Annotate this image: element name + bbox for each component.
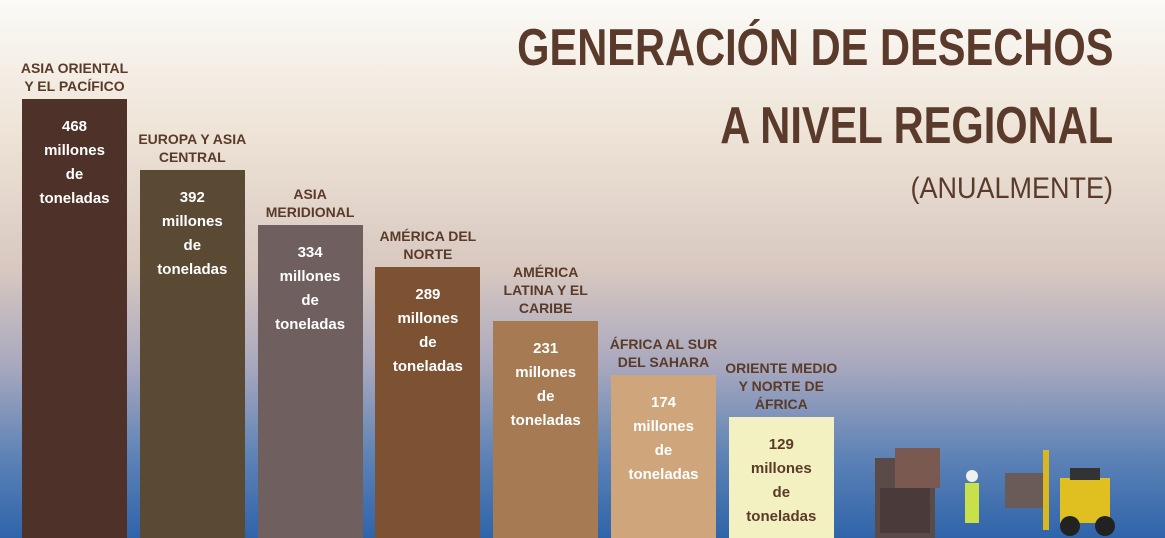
category-label: ASIA ORIENTAL Y EL PACÍFICO bbox=[20, 60, 129, 95]
category-label: AMÉRICA DEL NORTE bbox=[379, 227, 477, 262]
value-label: 392 millones de toneladas bbox=[157, 189, 228, 279]
category-label: EUROPA Y ASIA CENTRAL bbox=[138, 131, 247, 166]
value-label: 289 millones de toneladas bbox=[392, 285, 463, 375]
bar bbox=[22, 99, 127, 538]
category-label: AMÉRICA LATINA Y EL CARIBE bbox=[503, 264, 588, 317]
category-label: ASIA MERIDIONAL bbox=[265, 185, 355, 220]
bar bbox=[611, 374, 716, 538]
chart-subtitle: (ANUALMENTE) bbox=[910, 172, 1113, 205]
bar bbox=[375, 266, 481, 538]
value-label: 231 millones de toneladas bbox=[510, 340, 581, 430]
category-label: ÁFRICA AL SUR DEL SAHARA bbox=[609, 335, 718, 370]
bar bbox=[728, 417, 834, 538]
bar bbox=[257, 224, 363, 538]
chart-title: A NIVEL REGIONAL bbox=[720, 97, 1113, 155]
chart-title: GENERACIÓN DE DESECHOS bbox=[516, 19, 1113, 77]
bar bbox=[139, 170, 245, 538]
bar bbox=[493, 321, 599, 538]
value-label: 334 millones de toneladas bbox=[275, 243, 346, 333]
category-label: ORIENTE MEDIO Y NORTE DE ÁFRICA bbox=[725, 360, 838, 412]
forklift-illustration bbox=[875, 448, 1115, 538]
value-label: 129 millones de toneladas bbox=[746, 435, 817, 525]
value-label: 468 millones de toneladas bbox=[39, 118, 110, 208]
value-label: 174 millones de toneladas bbox=[628, 393, 699, 483]
